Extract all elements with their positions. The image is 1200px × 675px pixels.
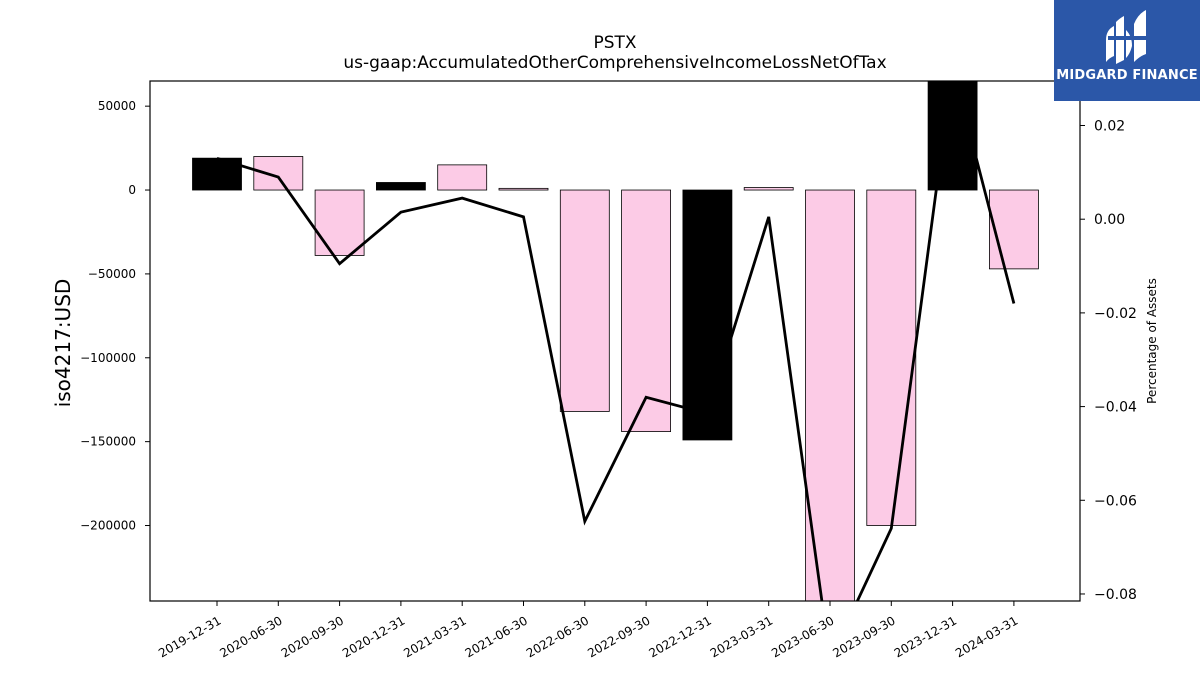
bar xyxy=(375,182,426,191)
y-tick-label: 50000 xyxy=(98,99,136,113)
y2-tick-label: −0.02 xyxy=(1094,306,1137,322)
y-tick-label: 0 xyxy=(128,183,136,197)
x-tick-label: 2022-06-30 xyxy=(524,613,591,660)
line-layer xyxy=(216,81,1016,601)
x-tick-label: 2023-12-31 xyxy=(892,613,959,660)
y-axis-label: iso4217:USD xyxy=(51,279,75,408)
bar xyxy=(743,187,794,191)
x-tick-label: 2023-09-30 xyxy=(830,613,897,660)
percent-of-assets-line xyxy=(216,81,1016,601)
bars-layer xyxy=(192,81,1039,601)
y-tick-label: −100000 xyxy=(80,351,136,365)
bar xyxy=(559,189,610,412)
chart-title: PSTX xyxy=(593,33,636,53)
y-tick-label: −150000 xyxy=(80,435,136,449)
bar xyxy=(437,164,488,191)
bar xyxy=(927,81,978,191)
x-tick-label: 2020-06-30 xyxy=(217,613,284,660)
x-tick-label: 2023-06-30 xyxy=(769,613,836,660)
bar xyxy=(314,189,365,256)
bar xyxy=(989,189,1039,270)
x-tick-label: 2021-06-30 xyxy=(463,613,530,660)
chart-subtitle: us-gaap:AccumulatedOtherComprehensiveInc… xyxy=(343,53,886,73)
bar xyxy=(621,189,671,432)
brand-logo: MIDGARD FINANCE xyxy=(1054,0,1200,101)
y2-tick-label: 0.00 xyxy=(1094,212,1125,228)
bar xyxy=(866,189,917,526)
x-tick-label: 2019-12-31 xyxy=(156,613,223,660)
y-tick-label: −50000 xyxy=(88,267,136,281)
x-tick-label: 2023-03-31 xyxy=(708,613,775,660)
y2-tick-label: −0.04 xyxy=(1094,400,1137,416)
bar xyxy=(682,189,733,441)
bar xyxy=(805,189,855,601)
y-tick-label: −200000 xyxy=(80,519,136,533)
bar xyxy=(498,187,549,191)
bar xyxy=(253,156,304,191)
x-tick-label: 2021-03-31 xyxy=(401,613,468,660)
plot-frame xyxy=(149,80,1081,602)
x-tick-label: 2020-09-30 xyxy=(279,613,346,660)
x-tick-label: 2020-12-31 xyxy=(340,613,407,660)
y2-tick-label: −0.08 xyxy=(1094,587,1137,603)
midgard-logo-icon xyxy=(1106,10,1146,64)
x-tick-label: 2022-12-31 xyxy=(646,613,713,660)
y2-tick-label: 0.02 xyxy=(1094,119,1125,135)
x-tick-label: 2022-09-30 xyxy=(585,613,652,660)
x-tick-label: 2024-03-31 xyxy=(953,613,1020,660)
brand-name: MIDGARD FINANCE xyxy=(1056,68,1198,83)
y2-axis-label: Percentage of Assets xyxy=(1145,278,1159,404)
y2-tick-label: −0.06 xyxy=(1094,493,1137,509)
